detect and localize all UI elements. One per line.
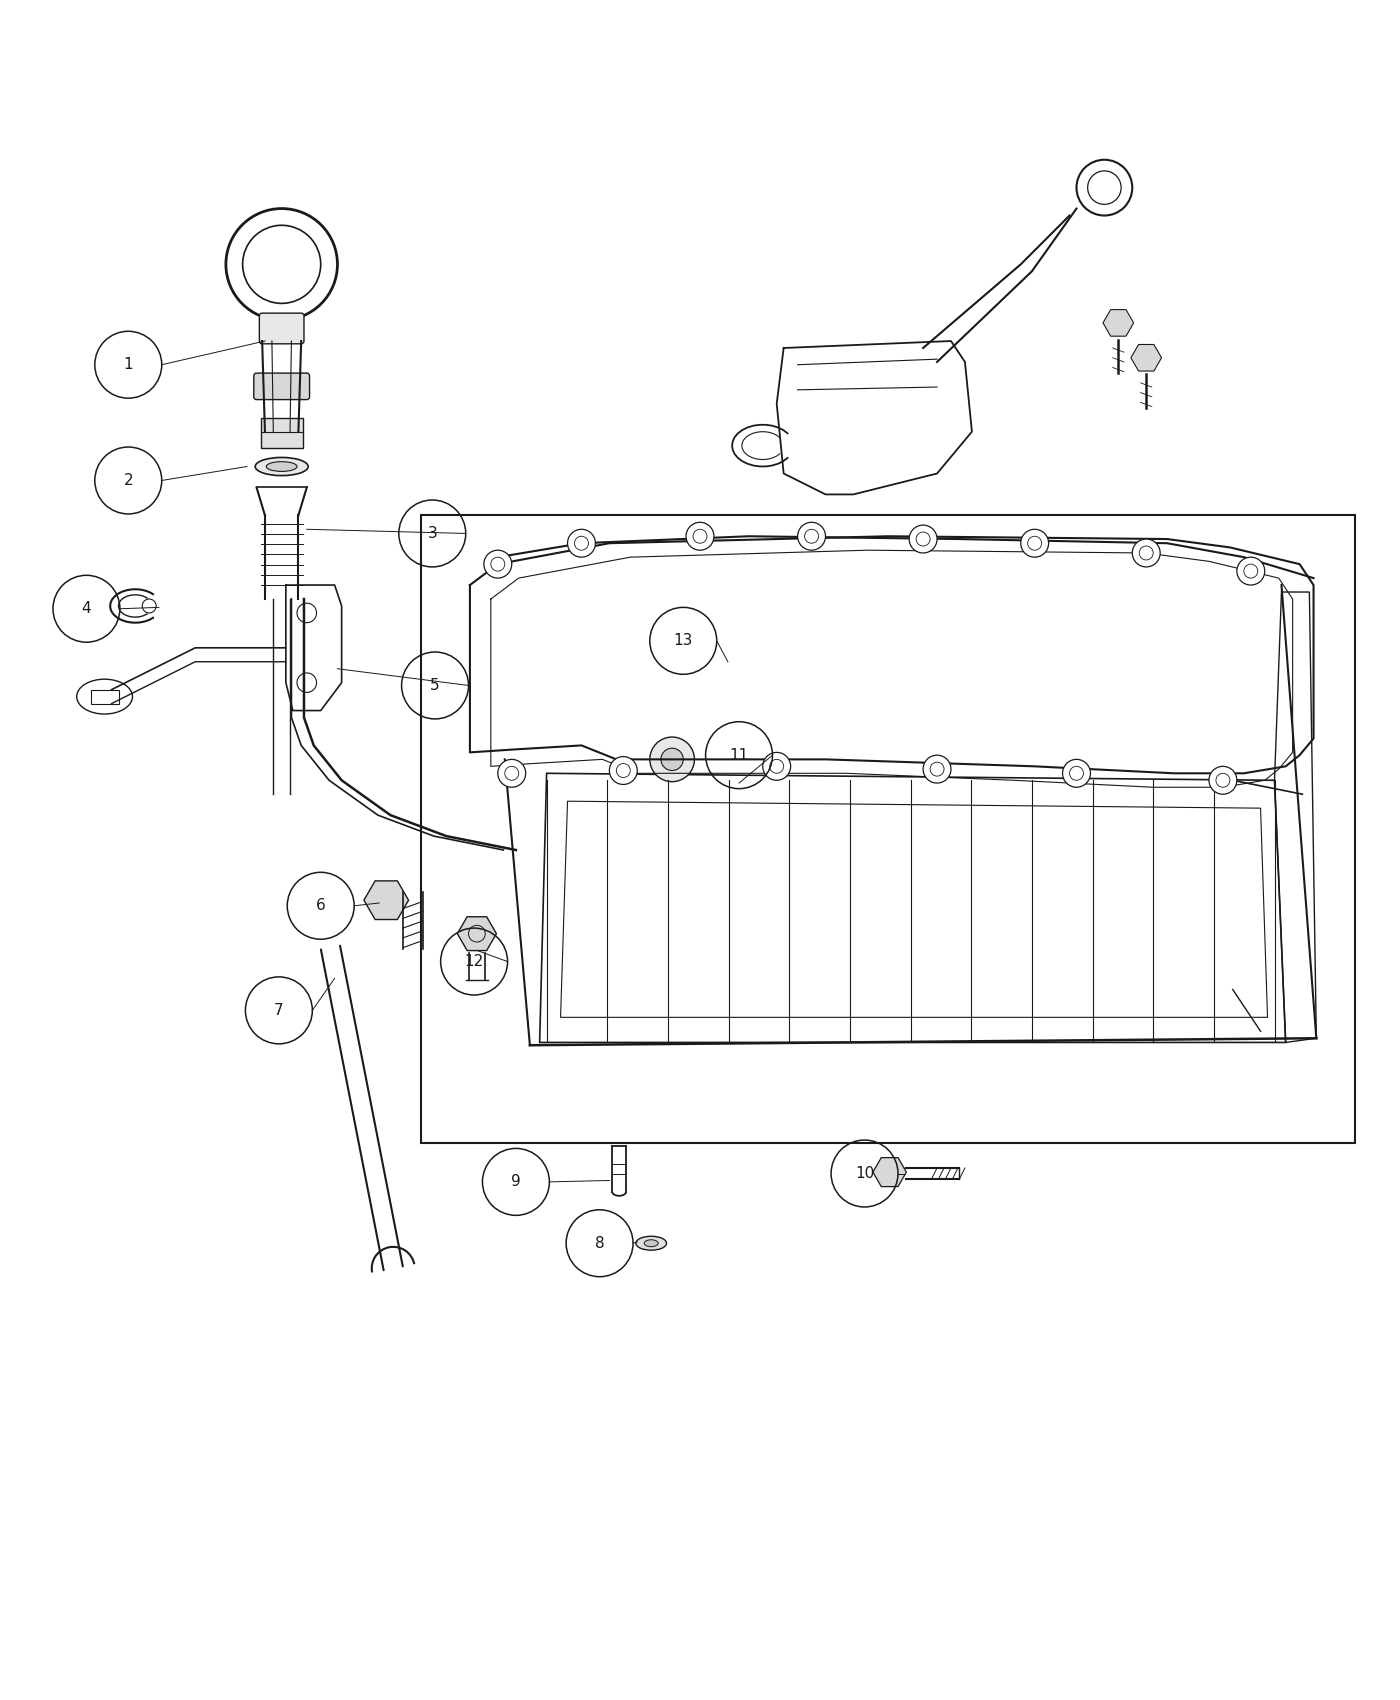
Bar <box>260 418 302 449</box>
Circle shape <box>1210 767 1236 794</box>
Circle shape <box>1236 558 1264 585</box>
Circle shape <box>1021 529 1049 558</box>
Circle shape <box>1063 760 1091 787</box>
Circle shape <box>567 529 595 558</box>
Circle shape <box>909 525 937 552</box>
FancyBboxPatch shape <box>253 372 309 400</box>
Text: 4: 4 <box>81 602 91 617</box>
Text: 9: 9 <box>511 1175 521 1190</box>
Ellipse shape <box>255 457 308 476</box>
FancyBboxPatch shape <box>259 313 304 343</box>
Circle shape <box>609 756 637 784</box>
Circle shape <box>1133 539 1161 566</box>
Bar <box>421 515 1355 1142</box>
Text: 8: 8 <box>595 1236 605 1251</box>
Text: 6: 6 <box>316 898 326 913</box>
Text: 7: 7 <box>274 1003 284 1018</box>
Circle shape <box>484 551 512 578</box>
Ellipse shape <box>636 1236 666 1249</box>
Circle shape <box>661 748 683 770</box>
Text: 11: 11 <box>729 748 749 763</box>
Circle shape <box>650 738 694 782</box>
Circle shape <box>923 755 951 784</box>
Circle shape <box>798 522 826 551</box>
Text: 3: 3 <box>427 525 437 541</box>
Bar <box>91 690 119 704</box>
Ellipse shape <box>266 462 297 471</box>
Circle shape <box>763 753 791 780</box>
Text: 2: 2 <box>123 473 133 488</box>
Circle shape <box>686 522 714 551</box>
Text: 10: 10 <box>855 1166 874 1181</box>
Ellipse shape <box>644 1239 658 1246</box>
Circle shape <box>498 760 525 787</box>
Text: 1: 1 <box>123 357 133 372</box>
Text: 5: 5 <box>430 678 440 694</box>
Text: 12: 12 <box>465 954 484 969</box>
Text: 13: 13 <box>673 634 693 648</box>
